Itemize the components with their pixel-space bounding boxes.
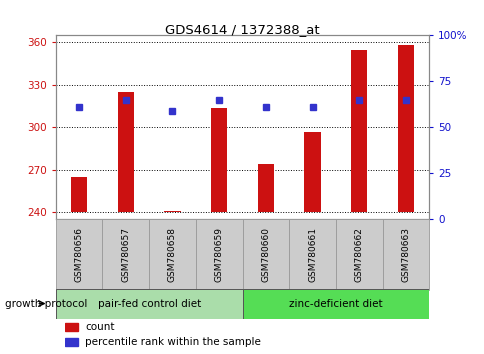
Bar <box>65 338 78 347</box>
Bar <box>288 219 335 290</box>
Text: GSM780657: GSM780657 <box>121 227 130 282</box>
Bar <box>304 132 320 212</box>
Text: count: count <box>85 322 115 332</box>
Text: GSM780661: GSM780661 <box>307 227 317 282</box>
Bar <box>382 219 428 290</box>
Bar <box>257 164 273 212</box>
Bar <box>350 50 366 212</box>
Bar <box>242 289 428 319</box>
Bar <box>242 219 288 290</box>
Bar <box>164 211 180 212</box>
Text: zinc-deficient diet: zinc-deficient diet <box>288 298 382 309</box>
Bar <box>149 219 196 290</box>
Text: GSM780662: GSM780662 <box>354 227 363 282</box>
Text: pair-fed control diet: pair-fed control diet <box>97 298 200 309</box>
Text: GSM780660: GSM780660 <box>261 227 270 282</box>
Bar <box>56 219 102 290</box>
Bar <box>118 92 134 212</box>
Bar <box>56 289 242 319</box>
Bar <box>196 219 242 290</box>
Bar <box>335 219 382 290</box>
Text: GDS4614 / 1372388_at: GDS4614 / 1372388_at <box>165 23 319 36</box>
Bar <box>211 108 227 212</box>
Bar <box>65 322 78 331</box>
Bar <box>397 45 413 212</box>
Text: GSM780663: GSM780663 <box>401 227 409 282</box>
Text: GSM780656: GSM780656 <box>75 227 83 282</box>
Bar <box>102 219 149 290</box>
Text: GSM780659: GSM780659 <box>214 227 223 282</box>
Text: percentile rank within the sample: percentile rank within the sample <box>85 337 261 347</box>
Text: GSM780658: GSM780658 <box>167 227 177 282</box>
Bar <box>71 177 87 212</box>
Text: growth protocol: growth protocol <box>5 298 87 309</box>
